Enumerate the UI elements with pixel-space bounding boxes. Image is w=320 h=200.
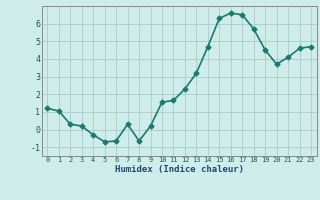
X-axis label: Humidex (Indice chaleur): Humidex (Indice chaleur) (115, 165, 244, 174)
